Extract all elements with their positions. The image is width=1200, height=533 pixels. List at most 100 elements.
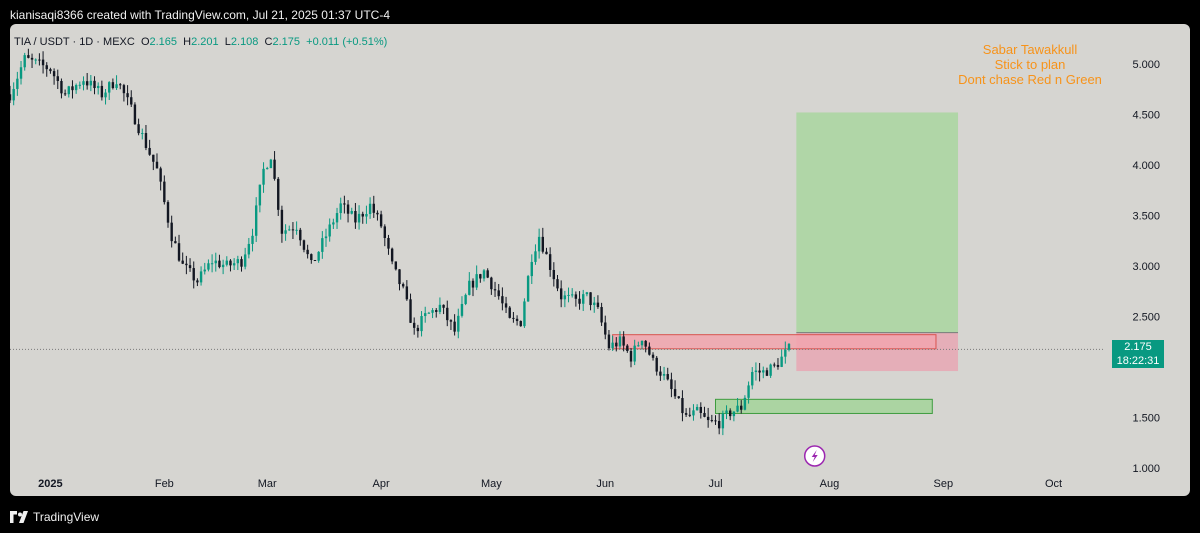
candle-body [207,263,210,270]
y-tick-label: 1.500 [1132,413,1160,425]
candle-body [78,84,82,86]
candle-body [38,59,41,61]
close-value: 2.175 [272,36,301,48]
candle-body [368,203,372,214]
candle-body [152,154,155,162]
candle-body [240,259,243,267]
candle-body [166,202,170,223]
x-tick-label: Aug [820,478,840,490]
x-tick-label: Jul [708,478,722,490]
candle-body [130,97,133,105]
note-line: Stick to plan [994,57,1066,72]
candle-body [155,161,159,169]
candle-body [677,396,680,399]
candle-body [681,398,684,414]
candle-body [299,229,302,241]
candle-body [243,254,247,267]
candle-body [464,294,467,304]
candle-body [350,211,353,214]
candle-body [12,88,15,101]
candle-body [442,304,445,308]
candle-body [780,356,783,367]
candle-body [133,104,137,125]
candle-body [424,313,427,317]
x-tick-label: Jun [596,478,614,490]
y-tick-label: 4.500 [1132,110,1160,122]
candle-body [537,236,541,252]
candle-body [137,124,140,134]
candle-body [96,85,100,89]
candle-body [229,260,232,266]
candle-body [585,292,589,295]
candle-body [526,276,530,302]
y-tick-label: 2.500 [1132,312,1160,324]
attribution-text: kianisaqi8366 created with TradingView.c… [10,8,390,22]
candle-body [493,289,497,291]
candle-body [776,364,780,367]
candle-body [346,204,350,214]
candle-body [721,413,725,429]
candle-body [637,345,640,347]
candle-body [383,226,386,238]
candle-body [185,263,188,266]
candle-body [729,410,732,417]
candle-body [751,372,754,386]
candle-body [361,213,364,217]
y-tick-label: 4.000 [1132,160,1160,172]
candle-body [74,85,78,91]
candle-body [578,298,581,304]
candle-body [10,94,12,101]
candle-body [556,279,559,289]
candle-body [460,303,464,316]
candle-body [398,269,401,285]
candle-body [482,270,486,279]
candle-body [354,211,357,223]
candle-body [115,84,118,89]
candle-body [655,357,658,372]
candle-body [427,312,431,314]
candle-body [159,168,162,182]
candle-body [695,406,699,411]
y-tick-label: 3.000 [1132,261,1160,273]
candle-body [497,290,500,297]
candle-body [570,294,574,296]
candle-body [401,284,405,287]
candle-body [196,280,199,283]
candle-body [218,260,221,268]
candlestick-chart[interactable]: 5.000 4.500 4.000 3.500 3.000 2.500 1.500 1.000… [10,24,1190,496]
candle-body [453,321,456,332]
candle-body [192,268,195,281]
symbol-label: TIA / USDT · 1D · MEXC [14,36,135,48]
candle-body [479,274,482,279]
candle-body [519,321,522,327]
open-value: 2.165 [149,36,178,48]
candle-body [758,370,761,373]
candle-body [784,349,787,357]
candle-body [236,259,240,264]
candle-body [563,295,567,300]
y-tick-label: 3.500 [1132,211,1160,223]
candle-body [699,406,703,413]
candle-body [232,263,236,266]
candle-body [596,302,600,308]
candle-body [659,371,662,376]
candle-body [41,59,45,66]
candle-body [321,238,324,252]
candle-body [534,251,537,262]
chart-panel[interactable]: 5.000 4.500 4.000 3.500 3.000 2.500 1.500 1.000… [10,24,1190,496]
candle-body [108,82,111,93]
candle-body [435,310,438,312]
candle-body [740,405,743,410]
y-tick-label: 5.000 [1132,59,1160,71]
candle-body [324,236,328,239]
resistance-box-rect [612,334,937,350]
candle-body [387,237,390,249]
candle-body [552,269,556,280]
candle-body [63,93,67,95]
candle-body [593,302,596,306]
candle-body [262,168,265,185]
candle-body [471,280,475,288]
candle-body [269,159,273,169]
candle-body [512,317,515,319]
candle-body [501,296,504,304]
